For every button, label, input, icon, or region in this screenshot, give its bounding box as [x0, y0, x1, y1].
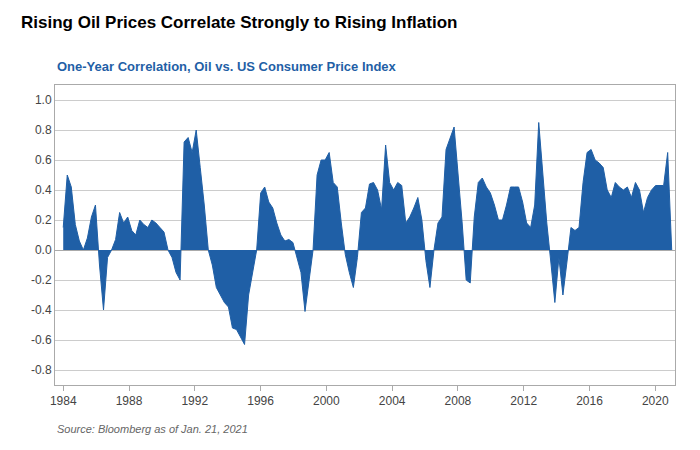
- svg-text:2000: 2000: [313, 394, 340, 408]
- svg-text:-0.2: -0.2: [31, 273, 52, 287]
- svg-text:0.4: 0.4: [35, 183, 52, 197]
- svg-text:1992: 1992: [181, 394, 208, 408]
- svg-text:1988: 1988: [116, 394, 143, 408]
- svg-text:One-Year Correlation, Oil vs.: One-Year Correlation, Oil vs. US Consume…: [57, 59, 397, 74]
- svg-text:1984: 1984: [50, 394, 77, 408]
- svg-text:-0.4: -0.4: [31, 303, 52, 317]
- svg-text:0.8: 0.8: [35, 123, 52, 137]
- svg-text:Source: Bloomberg as of Jan. 2: Source: Bloomberg as of Jan. 21, 2021: [57, 423, 248, 435]
- svg-text:-0.6: -0.6: [31, 333, 52, 347]
- svg-text:2008: 2008: [445, 394, 472, 408]
- svg-text:0.2: 0.2: [35, 213, 52, 227]
- svg-text:1996: 1996: [247, 394, 274, 408]
- svg-text:2012: 2012: [510, 394, 537, 408]
- svg-text:0.0: 0.0: [35, 243, 52, 257]
- svg-text:0.6: 0.6: [35, 153, 52, 167]
- svg-text:1.0: 1.0: [35, 93, 52, 107]
- svg-text:Rising Oil Prices Correlate St: Rising Oil Prices Correlate Strongly to …: [21, 13, 457, 32]
- svg-text:2016: 2016: [576, 394, 603, 408]
- svg-text:2020: 2020: [642, 394, 669, 408]
- svg-text:2004: 2004: [379, 394, 406, 408]
- svg-text:-0.8: -0.8: [31, 363, 52, 377]
